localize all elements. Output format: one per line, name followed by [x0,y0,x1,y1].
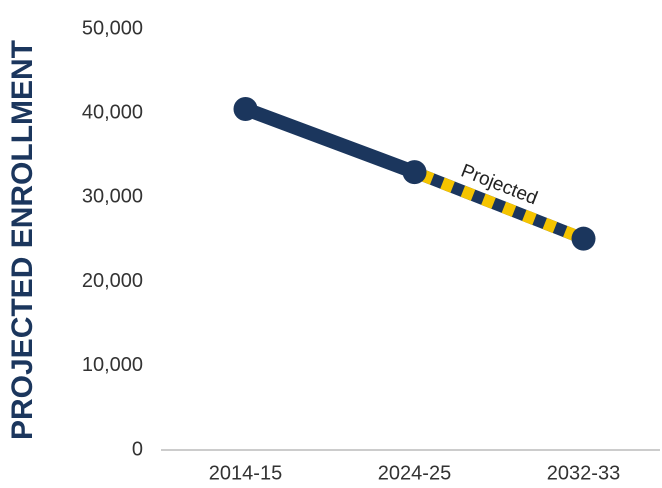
x-tick-label: 2024-25 [378,462,451,484]
y-tick-label: 40,000 [82,101,143,123]
y-tick-label: 10,000 [82,354,143,376]
x-tick-label: 2014-15 [209,462,282,484]
projected-dash [412,166,586,245]
marker [571,226,596,251]
y-tick-label: 30,000 [82,186,143,208]
y-tick-label: 50,000 [82,17,143,39]
x-tick-label: 2032-33 [547,462,620,484]
actual-line [238,101,422,180]
y-tick-label: 0 [132,438,143,460]
y-axis-title: PROJECTED ENROLLMENT [6,40,39,440]
y-tick-label: 20,000 [82,270,143,292]
marker [233,96,258,121]
marker [402,160,427,185]
